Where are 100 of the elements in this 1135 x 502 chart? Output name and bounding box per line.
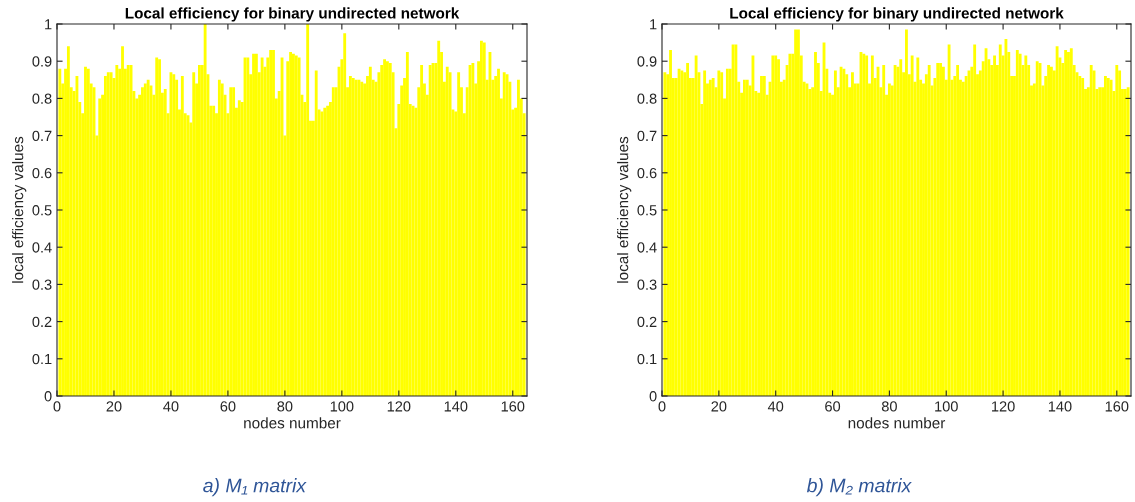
x-tick-label: 100 <box>935 401 958 412</box>
bar <box>192 72 196 396</box>
x-tick-label: 60 <box>825 401 841 412</box>
bar <box>1106 77 1110 396</box>
bar <box>998 44 1002 396</box>
bar <box>445 66 449 396</box>
x-tick-label: 80 <box>881 401 897 412</box>
bar <box>331 87 335 396</box>
bar <box>1047 64 1050 396</box>
y-tick-label: 0.9 <box>32 56 52 67</box>
y-tick-label: 0.6 <box>637 167 657 179</box>
y-tick-label: 0.3 <box>637 279 657 290</box>
bar <box>1024 55 1028 396</box>
bar <box>314 70 318 396</box>
x-axis-title: nodes number <box>848 417 946 429</box>
bar <box>916 57 920 396</box>
y-tick-label: 0.5 <box>32 205 52 216</box>
bar <box>1018 53 1022 396</box>
bar <box>1081 77 1085 396</box>
bar <box>437 40 441 396</box>
y-tick-label: 0.1 <box>32 353 52 365</box>
bar <box>1069 48 1073 396</box>
bar <box>237 100 241 396</box>
bar <box>708 79 712 396</box>
bar <box>294 55 298 396</box>
x-tick-label: 40 <box>767 401 784 412</box>
bar <box>351 77 355 396</box>
bar <box>386 61 389 396</box>
bar <box>368 66 372 396</box>
x-tick-label: 140 <box>1048 401 1072 412</box>
y-tick-label: 0.7 <box>637 130 657 142</box>
bar <box>711 77 715 396</box>
bar <box>788 53 792 396</box>
bar <box>143 83 147 396</box>
bar <box>1078 76 1082 396</box>
x-tick-label: 160 <box>501 401 525 412</box>
chart-title: Local efficiency for binary undirected network <box>125 7 460 22</box>
bar <box>306 24 310 396</box>
bar <box>289 51 292 396</box>
x-tick-label: 20 <box>106 401 122 412</box>
bar <box>388 63 392 396</box>
bar <box>1055 46 1059 396</box>
bar <box>936 63 940 396</box>
bar <box>1123 89 1127 396</box>
bar <box>745 79 749 396</box>
x-tick-label: 80 <box>277 401 293 412</box>
bar <box>343 33 347 396</box>
y-tick-label: 0 <box>44 391 52 402</box>
bar <box>762 76 766 396</box>
bar <box>260 57 264 396</box>
bar <box>292 53 295 396</box>
y-tick-label: 0.4 <box>32 242 52 253</box>
x-tick-label: 0 <box>658 401 666 412</box>
bar <box>927 64 931 396</box>
x-axis-title: nodes number <box>244 417 341 429</box>
bar <box>480 40 483 396</box>
text: a) M₁ matrix <box>203 478 307 497</box>
y-axis-title: local efficiency values <box>617 136 632 283</box>
bar <box>743 79 746 396</box>
text: b) M₂ matrix <box>806 478 912 497</box>
x-tick-label: 60 <box>220 401 236 412</box>
bar <box>212 105 216 396</box>
x-tick-label: 100 <box>330 401 354 412</box>
bar <box>58 68 62 396</box>
bar <box>98 98 102 396</box>
y-axis-title: local efficiency values <box>12 136 27 283</box>
bar <box>694 55 698 396</box>
y-tick-label: 0.4 <box>637 242 657 253</box>
bar <box>229 87 233 396</box>
bar <box>146 79 150 396</box>
bar <box>323 107 327 396</box>
x-tick-label: 120 <box>387 401 411 412</box>
bar <box>180 76 184 396</box>
bar <box>717 70 721 396</box>
bar <box>220 83 224 396</box>
bar <box>1098 87 1102 396</box>
bar <box>482 42 486 396</box>
bar <box>1126 87 1130 396</box>
bar <box>1015 50 1019 396</box>
y-tick-label: 0 <box>649 391 657 402</box>
y-tick-label: 0.2 <box>32 316 52 328</box>
x-tick-label: 40 <box>163 401 179 412</box>
chart-title: Local efficiency for binary undirected network <box>730 7 1064 22</box>
y-tick-label: 1 <box>45 19 52 30</box>
y-tick-label: 0.8 <box>637 93 657 104</box>
bar <box>115 64 119 396</box>
bar <box>663 72 667 396</box>
bar <box>104 76 107 396</box>
bar <box>109 72 113 396</box>
bar <box>720 72 724 396</box>
y-tick-label: 0.3 <box>32 279 52 290</box>
y-tick-label: 0.1 <box>637 353 657 365</box>
x-tick-label: 0 <box>53 401 61 412</box>
bar <box>774 55 778 396</box>
bar <box>1104 76 1107 396</box>
bar <box>947 44 951 396</box>
bar <box>1049 66 1053 396</box>
x-tick-label: 140 <box>444 401 468 412</box>
x-tick-label: 120 <box>992 401 1015 412</box>
y-tick-label: 1 <box>650 19 657 30</box>
